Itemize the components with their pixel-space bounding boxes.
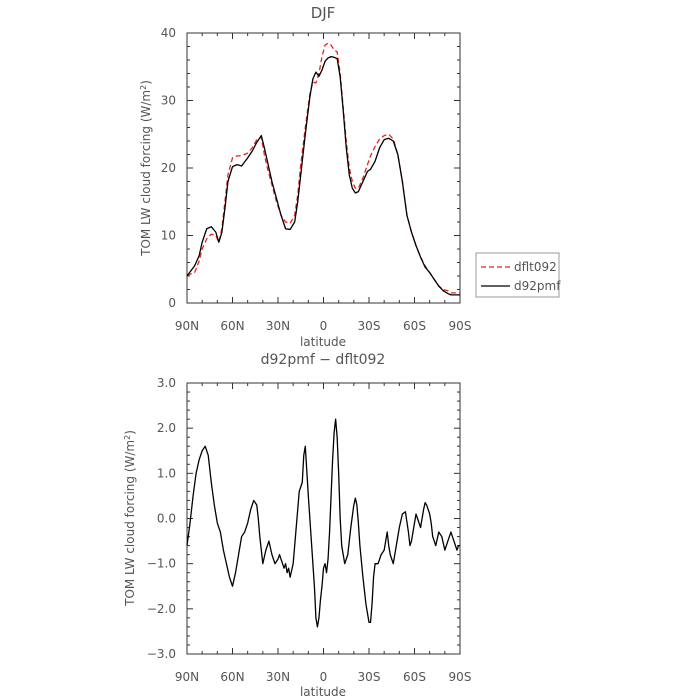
legend-label-dflt092: dflt092 [514,260,557,274]
top-panel: DJF 90N 60N 30N 0 30S 60S 90S 0 10 20 30 40 latitu… [139,4,471,349]
y-tick-label: 0 [168,296,176,310]
legend: dflt092 d92pmf [475,252,561,298]
x-tick-label: 60N [220,319,244,333]
top-chart-title: DJF [311,4,336,22]
bottom-panel: d92pmf − dflt092 90N 60N 30N 0 30S 60S 90S −3.… [123,352,471,699]
legend-label-d92pmf: d92pmf [514,279,561,293]
bottom-y-axis-label: TOM LW cloud forcing (W/m2) [123,430,137,607]
y-tick-label: 0.0 [157,512,176,526]
y-tick-label: 40 [161,26,176,40]
x-tick-label: 90S [449,670,472,684]
y-tick-label: −3.0 [147,647,176,661]
y-tick-label: −2.0 [147,602,176,616]
y-tick-label: 20 [161,161,176,175]
x-tick-label: 90N [175,319,199,333]
x-tick-label: 0 [320,670,328,684]
y-tick-label: 10 [161,229,176,243]
y-tick-label: 2.0 [157,421,176,435]
x-tick-label: 60N [220,670,244,684]
x-tick-label: 90N [175,670,199,684]
bottom-x-axis-label: latitude [300,685,346,699]
x-tick-label: 60S [403,319,426,333]
y-tick-label: 3.0 [157,376,176,390]
series-line-panel1-series0 [186,418,460,628]
bottom-plot-frame [186,382,461,655]
y-tick-label: 1.0 [157,466,176,480]
top-plot-frame [186,32,461,304]
x-tick-label: 30S [358,670,381,684]
y-tick-label: −1.0 [147,557,176,571]
x-tick-label: 30N [266,319,290,333]
x-tick-label: 30S [358,319,381,333]
x-tick-label: 90S [449,319,472,333]
x-tick-label: 0 [320,319,328,333]
series-line-d92pmf [186,55,460,296]
bottom-chart-title: d92pmf − dflt092 [261,352,386,368]
legend-box [475,252,560,298]
y-tick-label: 30 [161,94,176,108]
top-y-axis-label: TOM LW cloud forcing (W/m2) [139,80,153,257]
x-tick-label: 60S [403,670,426,684]
top-x-axis-label: latitude [300,335,346,349]
series-line-dflt092 [186,42,460,294]
x-tick-label: 30N [266,670,290,684]
